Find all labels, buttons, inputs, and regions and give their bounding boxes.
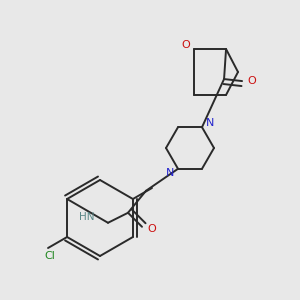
Text: N: N bbox=[206, 118, 214, 128]
Text: O: O bbox=[248, 76, 256, 86]
Text: HN: HN bbox=[79, 212, 94, 222]
Text: O: O bbox=[148, 224, 156, 234]
Text: Cl: Cl bbox=[45, 251, 56, 261]
Text: O: O bbox=[182, 40, 190, 50]
Text: N: N bbox=[166, 168, 174, 178]
